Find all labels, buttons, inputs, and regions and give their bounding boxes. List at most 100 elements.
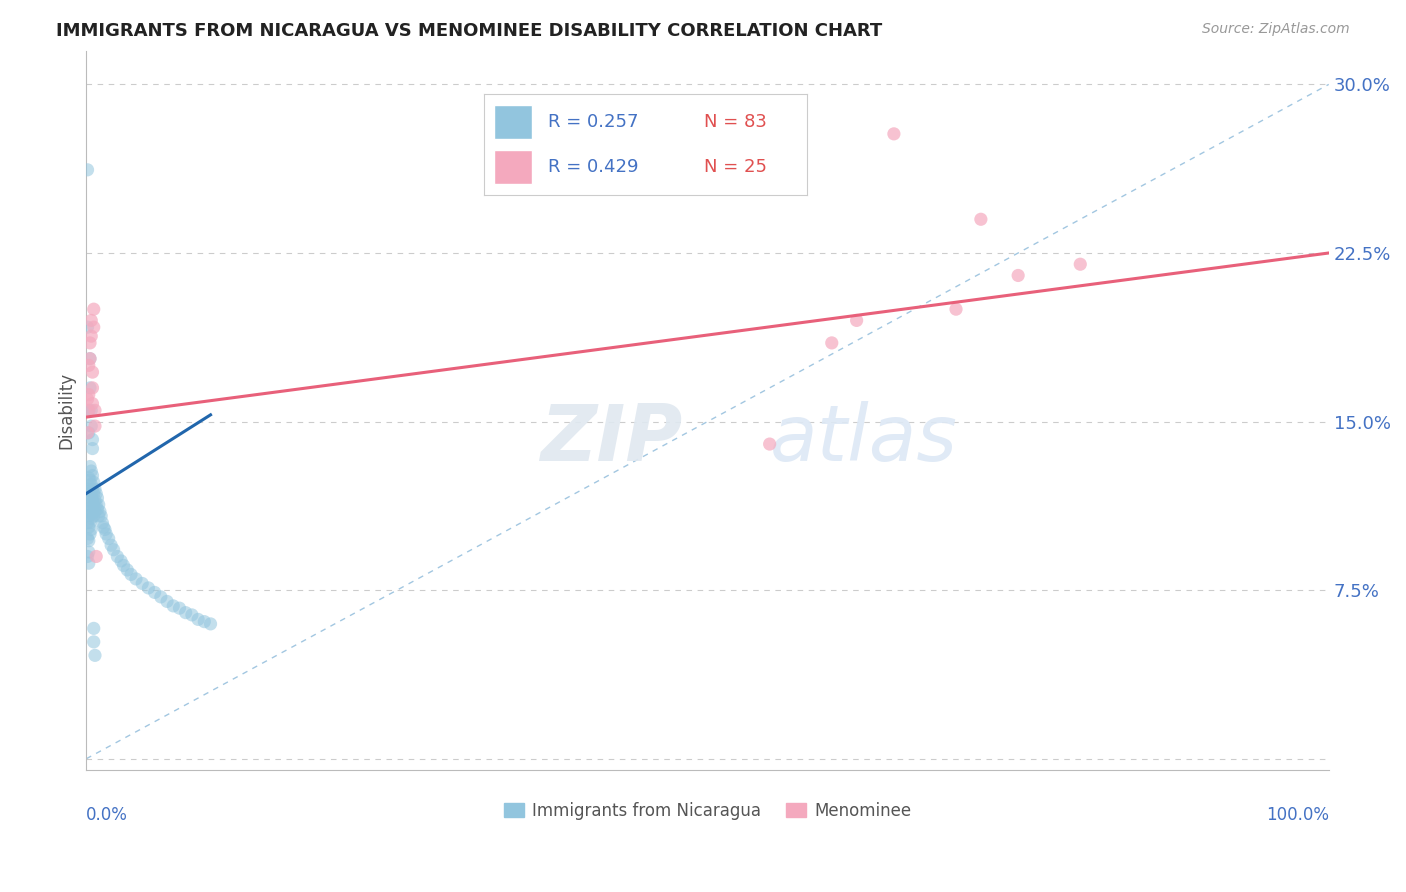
Text: ZIP: ZIP xyxy=(540,401,683,477)
Point xyxy=(82,507,104,521)
Y-axis label: Disability: Disability xyxy=(58,372,75,449)
Point xyxy=(76,482,98,496)
Point xyxy=(79,459,101,474)
Point xyxy=(76,549,98,564)
Point xyxy=(193,615,215,629)
Point xyxy=(82,365,104,379)
Point xyxy=(80,477,103,491)
Point xyxy=(82,493,104,508)
Point xyxy=(80,313,103,327)
Point xyxy=(87,498,110,512)
Point xyxy=(76,162,98,177)
Point xyxy=(77,556,100,570)
Point xyxy=(117,563,139,577)
Point xyxy=(79,473,101,487)
Point xyxy=(82,468,104,483)
Point xyxy=(76,516,98,530)
Point xyxy=(84,482,107,496)
Point xyxy=(110,554,132,568)
Point xyxy=(79,351,101,366)
Point xyxy=(103,542,125,557)
Point xyxy=(187,612,209,626)
Point xyxy=(76,425,98,440)
Point xyxy=(86,502,108,516)
Point xyxy=(77,520,100,534)
Point xyxy=(77,359,100,373)
Point xyxy=(758,437,780,451)
Point xyxy=(174,606,197,620)
Point xyxy=(82,442,104,456)
Point xyxy=(79,351,101,366)
Point xyxy=(945,302,967,317)
Point xyxy=(84,403,107,417)
Point xyxy=(79,527,101,541)
Point xyxy=(80,329,103,343)
Point xyxy=(77,498,100,512)
Point xyxy=(77,387,100,401)
Point xyxy=(105,549,128,564)
Point xyxy=(83,486,105,500)
Point xyxy=(79,484,101,499)
Point xyxy=(80,511,103,525)
Point xyxy=(80,403,103,417)
Point xyxy=(77,486,100,500)
Legend: Immigrants from Nicaragua, Menominee: Immigrants from Nicaragua, Menominee xyxy=(496,795,918,826)
Point xyxy=(100,538,122,552)
Point xyxy=(200,616,222,631)
Point xyxy=(84,419,107,434)
Text: 100.0%: 100.0% xyxy=(1265,806,1329,824)
Point xyxy=(83,621,105,635)
Point xyxy=(156,594,179,608)
Text: 0.0%: 0.0% xyxy=(86,806,128,824)
Point xyxy=(149,590,172,604)
Point xyxy=(94,523,117,537)
Point xyxy=(77,545,100,559)
Point xyxy=(1007,268,1029,283)
Point xyxy=(84,549,107,564)
Point xyxy=(80,523,103,537)
Point xyxy=(76,504,98,518)
Point xyxy=(1069,257,1091,271)
Point xyxy=(77,533,100,548)
Point xyxy=(821,335,844,350)
Point xyxy=(84,648,107,663)
Point xyxy=(89,504,111,518)
Point xyxy=(77,508,100,523)
Point xyxy=(83,508,105,523)
Point xyxy=(84,504,107,518)
Point xyxy=(76,392,98,406)
Point xyxy=(84,493,107,508)
Point xyxy=(80,419,103,434)
Point xyxy=(82,433,104,447)
Point xyxy=(90,508,112,523)
Point xyxy=(83,498,105,512)
Point xyxy=(77,403,100,417)
Point xyxy=(86,491,108,505)
Point xyxy=(138,581,160,595)
Point xyxy=(79,493,101,508)
Point xyxy=(143,585,166,599)
Point xyxy=(77,425,100,440)
Point xyxy=(180,607,202,622)
Point xyxy=(96,527,118,541)
Point xyxy=(131,576,153,591)
Point xyxy=(80,464,103,478)
Point xyxy=(83,635,105,649)
Point xyxy=(83,302,105,317)
Point xyxy=(120,567,142,582)
Point xyxy=(79,516,101,530)
Point xyxy=(77,471,100,485)
Text: atlas: atlas xyxy=(769,401,957,477)
Point xyxy=(79,504,101,518)
Point xyxy=(79,335,101,350)
Point xyxy=(76,532,98,546)
Point xyxy=(162,599,184,613)
Point xyxy=(77,403,100,417)
Point xyxy=(845,313,868,327)
Point xyxy=(112,558,135,573)
Point xyxy=(84,486,107,500)
Text: IMMIGRANTS FROM NICARAGUA VS MENOMINEE DISABILITY CORRELATION CHART: IMMIGRANTS FROM NICARAGUA VS MENOMINEE D… xyxy=(56,22,883,40)
Point xyxy=(87,508,110,523)
Point xyxy=(83,320,105,334)
Point xyxy=(84,498,107,512)
